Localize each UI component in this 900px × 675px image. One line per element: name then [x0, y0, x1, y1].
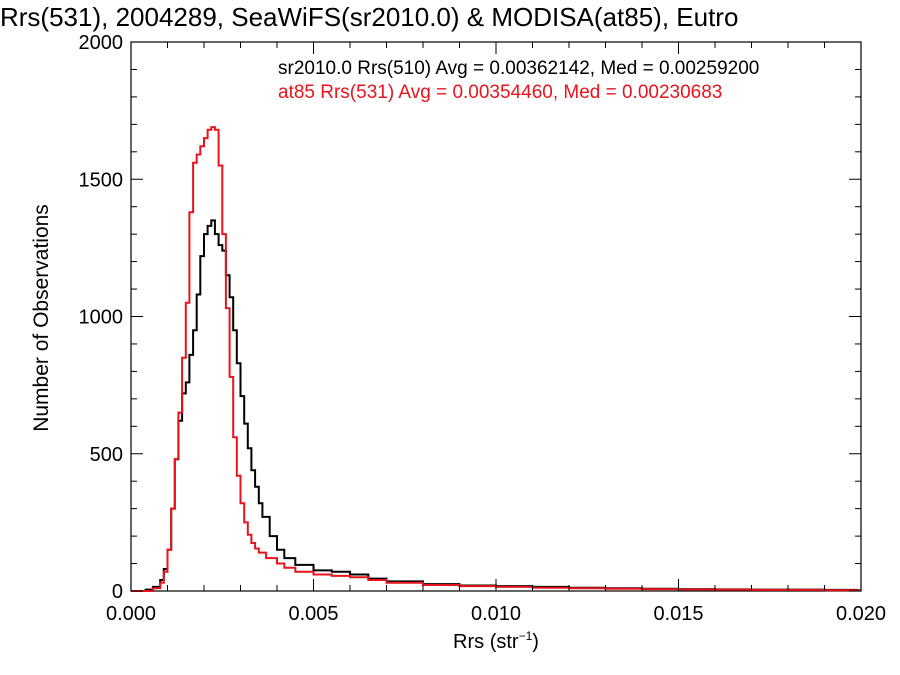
x-tick-label: 0.020	[836, 603, 886, 625]
y-tick-label: 0	[112, 581, 123, 603]
y-tick-label: 2000	[79, 32, 124, 54]
plot-frame	[130, 41, 862, 592]
x-tick-label: 0.005	[288, 603, 338, 625]
y-tick-label: 500	[90, 444, 123, 466]
annotation-red: at85 Rrs(531) Avg = 0.00354460, Med = 0.…	[278, 82, 722, 103]
y-tick-label: 1500	[79, 169, 124, 191]
x-tick-label: 0.010	[471, 603, 521, 625]
tick-layer: 0.000 0.005 0.010 0.015 0.020 0 500 1000 1500 200…	[79, 32, 887, 625]
x-tick-label: 0.015	[653, 603, 703, 625]
x-axis-label-main: Rrs (str	[453, 631, 519, 653]
x-axis-label: Rrs (str−1)	[453, 629, 539, 653]
chart-title: Rrs(531), 2004289, SeaWiFS(sr2010.0) & M…	[0, 2, 738, 32]
series-black-line	[131, 219, 861, 592]
x-axis-label-superscript: −1	[519, 629, 533, 643]
x-axis-label-close: )	[532, 631, 539, 653]
series-layer	[131, 126, 861, 592]
plot-border	[130, 41, 862, 592]
annotation-black: sr2010.0 Rrs(510) Avg = 0.00362142, Med …	[278, 58, 759, 79]
series-red-line	[131, 126, 861, 592]
x-tick-label: 0.000	[106, 603, 156, 625]
y-tick-label: 1000	[79, 307, 124, 329]
y-axis-label: Number of Observations	[30, 204, 53, 432]
